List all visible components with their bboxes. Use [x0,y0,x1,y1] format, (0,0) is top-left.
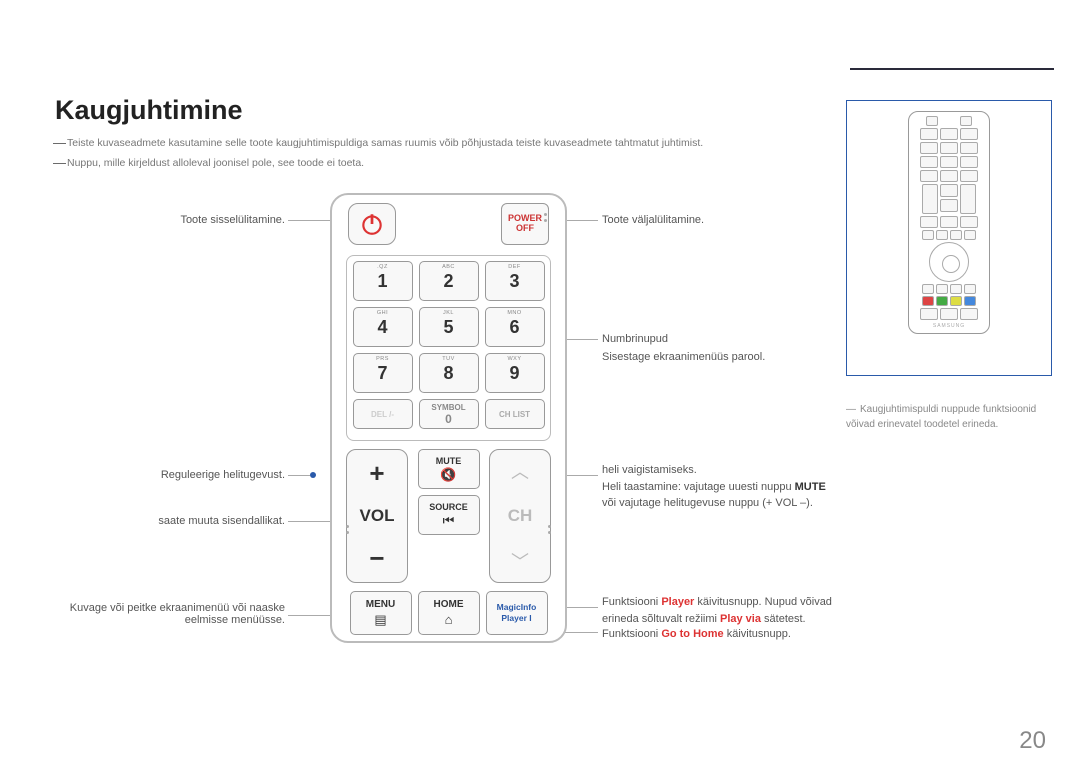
callout-home: Funktsiooni Go to Home käivitusnupp. [602,628,862,640]
text-red: Go to Home [661,628,723,640]
callout-menu: Kuvage või peitke ekraanimenüü või naask… [55,602,285,626]
sidebar-remote-box: SAMSUNG [846,100,1052,376]
text-bold: MUTE [795,481,826,493]
text-red: Player [661,596,694,608]
minus-icon: − [369,543,384,574]
volume-rocker: + VOL − [346,449,408,583]
key-symbol: SYMBOL0 [419,399,479,429]
key-1: .QZ1 [353,261,413,301]
key-4: GHI4 [353,307,413,347]
note-2: Nuppu, mille kirjeldust alloleval joonis… [55,157,364,169]
label: OFF [516,224,534,234]
menu-icon: ▤ [374,612,386,628]
brand-label: SAMSUNG [913,323,985,329]
key-7: PRS7 [353,353,413,393]
mute-icon: 🔇 [440,467,456,483]
sub: JKL [443,310,454,316]
text: või vajutage helitugevuse nuppu (+ VOL –… [602,497,813,509]
text: Funktsiooni [602,628,661,640]
text: käivitusnupp. [724,628,791,640]
text: Toote sisselülitamine. [180,214,285,226]
source-icon: ⏮ [443,513,455,529]
text: Reguleerige helitugevust. [161,469,285,481]
text: eelmisse menüüsse. [185,614,285,626]
sub: TUV [442,356,455,362]
text: Sisestage ekraanimenüüs parool. [602,351,765,363]
sub: DEF [508,264,521,270]
remote-diagram: POWER OFF .QZ1 ABC2 DEF3 GHI4 JKL5 MNO6 … [330,193,567,643]
text: sätetest. [761,613,806,625]
text-red: Play via [720,613,761,625]
key-3: DEF3 [485,261,545,301]
label: SYMBOL [431,403,465,412]
chevron-up-icon: ︿ [511,458,529,484]
text: Funktsiooni [602,596,661,608]
power-icon [359,211,385,237]
power-off-button: POWER OFF [501,203,549,245]
page-title: Kaugjuhtimine [55,95,243,126]
callout-power-off: Toote väljalülitamine. [602,214,842,226]
sub: GHI [377,310,388,316]
point [310,472,316,478]
line [288,475,310,476]
sub: MNO [507,310,521,316]
text: erineda sõltuvalt režiimi [602,613,720,625]
power-on-button [348,203,396,245]
sub: WXY [507,356,521,362]
text: Heli taastamine: vajutage uuesti nuppu [602,481,795,493]
page-number: 20 [1019,727,1046,755]
label: MUTE [436,456,462,466]
key-6: MNO6 [485,307,545,347]
menu-button: MENU ▤ [350,591,412,635]
decor-dots [544,213,547,222]
callout-numpad: Numbrinupud Sisestage ekraanimenüüs paro… [602,333,842,363]
callout-power-on: Toote sisselülitamine. [55,214,285,226]
note-1: Teiste kuvaseadmete kasutamine selle too… [55,137,703,149]
label: VOL [360,506,395,526]
text: käivitusnupp. Nupud võivad [694,596,832,608]
source-button: SOURCE⏮ [418,495,480,535]
dpad-icon [929,242,969,282]
sub: .QZ [377,264,388,270]
label: SOURCE [429,502,468,512]
decor-dots [346,525,349,534]
sub: PRS [376,356,389,362]
callout-volume: Reguleerige helitugevust. [55,469,285,481]
key-5: JKL5 [419,307,479,347]
channel-rocker: ︿ CH ﹀ [489,449,551,583]
key-8: TUV8 [419,353,479,393]
text: Numbrinupud [602,333,668,345]
text: saate muuta sisendallikat. [158,515,285,527]
key-9: WXY9 [485,353,545,393]
text: Toote väljalülitamine. [602,214,704,226]
label: MagicInfo [497,603,537,612]
home-button: HOME ⌂ [418,591,480,635]
label: MENU [366,599,395,610]
callout-player: Funktsiooni Player käivitusnupp. Nupud v… [602,594,862,627]
text: Kuvage või peitke ekraanimenüü või naask… [70,602,285,614]
key-2: ABC2 [419,261,479,301]
plus-icon: + [369,458,384,489]
text: heli vaigistamiseks. [602,464,697,476]
label: HOME [434,599,464,610]
sidebar-note: Kaugjuhtimispuldi nuppude funktsioonid v… [846,402,1052,432]
mute-button: MUTE🔇 [418,449,480,489]
numpad: .QZ1 ABC2 DEF3 GHI4 JKL5 MNO6 PRS7 TUV8 … [346,255,551,441]
label: Player I [501,614,531,623]
magicinfo-button: MagicInfo Player I [486,591,548,635]
callout-source: saate muuta sisendallikat. [55,515,285,527]
callout-mute: heli vaigistamiseks. Heli taastamine: va… [602,462,862,512]
decor-dots [548,525,551,534]
sub: ABC [442,264,455,270]
chevron-down-icon: ﹀ [511,548,529,574]
mini-remote: SAMSUNG [908,111,990,334]
top-divider [850,68,1054,70]
label: CH [508,506,533,526]
key-del: DEL /- [353,399,413,429]
key-chlist: CH LIST [485,399,545,429]
home-icon: ⌂ [445,612,453,627]
